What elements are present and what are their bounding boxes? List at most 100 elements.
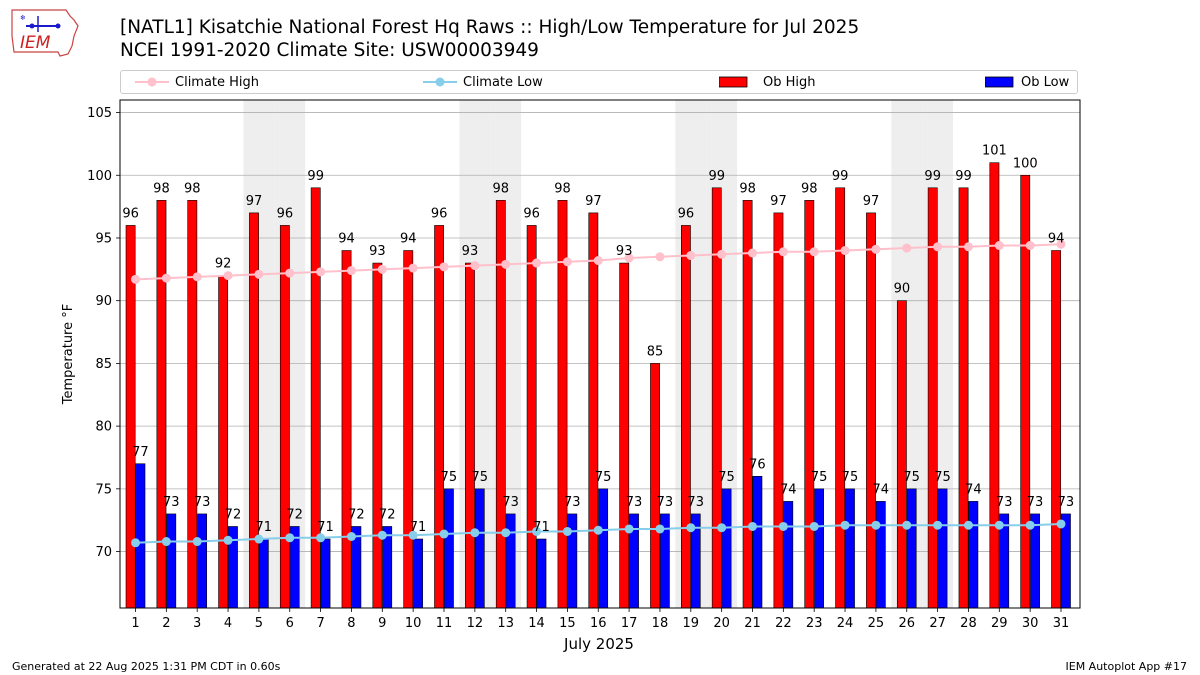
y-tick-label: 90 [95,294,112,309]
legend-label: Climate Low [463,75,543,90]
climate-high-point [593,256,603,266]
legend-label: Ob High [763,75,816,90]
ob-high-value-label: 98 [153,181,170,196]
ob-high-value-label: 98 [739,181,756,196]
y-tick-label: 75 [95,482,112,497]
ob-high-bar [680,225,691,609]
climate-high-point [192,272,202,282]
climate-high-point [994,241,1004,251]
climate-high-point [223,271,233,281]
climate-high-point [346,266,356,276]
ob-low-bar [197,513,207,609]
ob-high-value-label: 99 [955,169,972,184]
y-tick-label: 100 [87,169,112,184]
x-axis-label: July 2025 [563,635,634,653]
climate-high-point [809,247,819,257]
ob-high-bar [187,200,198,609]
ob-high-bar [372,262,383,609]
ob-high-value-label: 98 [493,181,510,196]
y-tick-label: 105 [87,106,112,121]
x-tick-label: 29 [991,616,1008,631]
climate-low-point [161,537,171,547]
climate-low-point [809,521,819,531]
ob-high-bar [804,200,815,609]
ob-high-value-label: 96 [431,206,448,221]
climate-low-point [562,526,572,536]
x-tick-label: 18 [652,616,669,631]
x-tick-label: 5 [255,616,263,631]
ob-high-bar [403,250,414,609]
ob-high-value-label: 94 [338,232,355,247]
ob-high-bar [156,200,167,609]
plot-frame [119,99,1081,609]
ob-low-bar [814,488,824,609]
ob-low-value-label: 75 [718,470,735,485]
climate-high-point [501,259,511,269]
ob-high-value-label: 94 [400,232,417,247]
climate-high-point [562,257,572,267]
ob-high-value-label: 98 [184,181,201,196]
y-tick-label: 70 [95,545,112,560]
climate-high-point [285,268,295,278]
x-tick-label: 10 [405,616,422,631]
ob-high-value-label: 93 [616,244,633,259]
ob-low-bar [135,463,146,609]
ob-low-bar [166,513,177,609]
climate-low-point [994,520,1004,530]
climate-high-point [254,269,264,279]
climate-low-point [254,534,264,544]
ob-high-bar [619,262,630,609]
ob-low-bar [505,513,516,609]
climate-high-point [470,261,480,271]
climate-high-point [871,244,881,254]
ob-low-bar [721,488,732,609]
ob-low-value-label: 73 [1027,495,1044,510]
ob-low-value-label: 73 [1058,495,1075,510]
climate-high-point [963,242,973,252]
x-tick-label: 17 [621,616,638,631]
ob-high-bar [588,212,599,609]
ob-high-value-label: 100 [1013,156,1038,171]
climate-high-point [686,251,696,261]
ob-low-value-label: 73 [502,495,519,510]
x-tick-label: 30 [1022,616,1039,631]
climate-low-point [593,525,603,535]
iem-logo: ❄ IEM [8,6,82,64]
ob-high-value-label: 93 [369,244,386,259]
ob-low-bar [536,538,547,609]
ob-high-value-label: 99 [924,169,941,184]
x-tick-label: 14 [528,616,545,631]
climate-high-point [933,242,943,252]
ob-low-value-label: 72 [225,507,242,522]
x-tick-label: 26 [898,616,915,631]
ob-high-bar [896,300,907,609]
ob-low-bar [906,488,917,609]
x-tick-label: 21 [744,616,761,631]
ob-high-value-label: 97 [246,194,263,209]
ob-high-bar [218,275,229,609]
ob-low-bar [875,501,886,609]
ob-low-bar [598,488,609,609]
climate-high-point [840,246,850,256]
x-tick-label: 31 [1053,616,1070,631]
x-tick-label: 24 [837,616,854,631]
ob-low-value-label: 74 [780,482,797,497]
ob-low-value-label: 75 [934,470,951,485]
ob-low-value-label: 73 [687,495,704,510]
ob-high-bar [866,212,876,609]
climate-low-point [840,520,850,530]
ob-high-bar [341,250,352,609]
x-tick-label: 19 [683,616,700,631]
ob-low-bar [443,488,454,609]
chart-subtitle: NCEI 1991-2020 Climate Site: USW00003949 [120,40,539,61]
ob-high-value-label: 96 [523,206,540,221]
climate-low-point [377,530,387,540]
climate-high-point [748,248,757,258]
ob-low-value-label: 75 [811,470,828,485]
ob-low-value-label: 73 [996,495,1013,510]
x-tick-label: 20 [713,616,730,631]
app-credit: IEM Autoplot App #17 [1065,660,1188,673]
ob-low-value-label: 76 [749,457,766,472]
ob-high-bar [1020,174,1031,609]
x-tick-label: 12 [467,616,484,631]
